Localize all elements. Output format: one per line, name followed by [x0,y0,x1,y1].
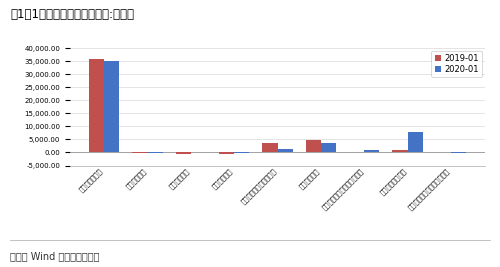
Bar [392,150,407,152]
Bar [451,152,466,153]
Bar [262,143,278,152]
Bar [176,152,191,154]
Bar [408,132,423,152]
Legend: 2019-01, 2020-01: 2019-01, 2020-01 [432,50,482,77]
Bar [89,59,104,152]
Bar [104,61,119,152]
Text: 图1：1月新增信贷结构（单位:亿元）: 图1：1月新增信贷结构（单位:亿元） [10,8,134,21]
Bar [278,148,292,152]
Bar [132,152,148,153]
Bar [219,152,234,154]
Bar [364,150,380,152]
Text: 来源： Wind 中融信托研发部: 来源： Wind 中融信托研发部 [10,251,100,261]
Bar [306,140,321,152]
Bar [234,152,250,153]
Bar [321,143,336,152]
